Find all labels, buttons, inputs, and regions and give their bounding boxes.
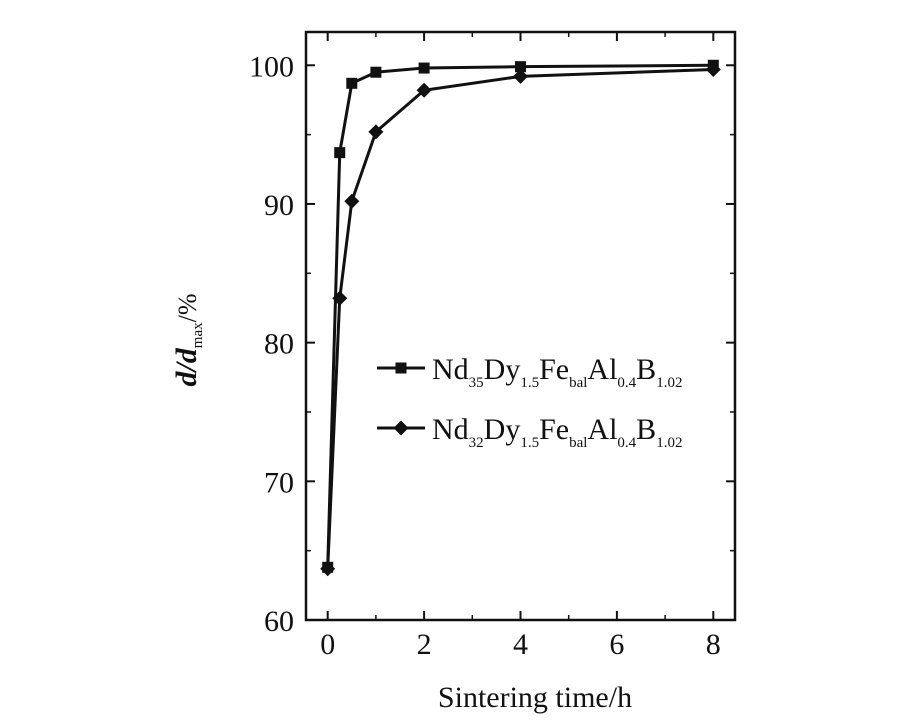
- x-tick-label-2: 4: [513, 628, 528, 661]
- x-tick-label-0: 0: [320, 628, 335, 661]
- legend-item-1: Nd32Dy1.5FebalAl0.4B1.02: [377, 413, 682, 451]
- series-line-0: [326, 63, 714, 568]
- x-tick-label-1: 2: [417, 628, 432, 661]
- y-axis-label: d/dmax/%: [170, 293, 206, 386]
- legend-marker-1: [393, 420, 409, 436]
- y-tick-label-1: 70: [264, 466, 294, 499]
- legend-label-1: Nd32Dy1.5FebalAl0.4B1.02: [432, 413, 682, 451]
- legend-label-0: Nd35Dy1.5FebalAl0.4B1.02: [432, 353, 682, 391]
- series-layer: [320, 59, 721, 577]
- data-point-1-6: [705, 61, 721, 77]
- plot-frame: [304, 30, 737, 622]
- y-tick-label-2: 80: [264, 328, 294, 361]
- legend-marker-0: [395, 362, 407, 374]
- data-point-1-0: [320, 561, 336, 577]
- x-tick-label-4: 8: [706, 628, 721, 661]
- data-point-0-1: [334, 147, 346, 159]
- svg-text:d/dmax/%: d/dmax/%: [170, 293, 206, 386]
- data-point-1-3: [368, 124, 384, 140]
- y-tick-label-3: 90: [264, 189, 294, 222]
- data-point-1-1: [332, 290, 348, 306]
- x-tick-label-3: 6: [609, 628, 624, 661]
- data-point-0-2: [346, 77, 358, 89]
- x-axis: 0 2 4 6 8: [320, 32, 721, 661]
- y-axis: 60 70 80 90 100: [249, 50, 735, 638]
- series-line-1: [326, 67, 714, 569]
- y-axis-label-main: d/d: [170, 347, 203, 386]
- data-point-0-4: [418, 62, 430, 74]
- y-axis-label-unit: /%: [173, 293, 202, 322]
- legend: Nd35Dy1.5FebalAl0.4B1.02 Nd32Dy1.5FebalAl…: [377, 353, 682, 451]
- legend-item-0: Nd35Dy1.5FebalAl0.4B1.02: [377, 353, 682, 391]
- y-axis-label-sub: max: [190, 322, 206, 348]
- x-axis-label: Sintering time/h: [438, 681, 632, 714]
- y-tick-label-0: 60: [264, 605, 294, 638]
- data-point-0-3: [370, 66, 382, 78]
- data-point-1-5: [513, 68, 528, 84]
- data-point-0-5: [515, 61, 526, 73]
- series-1: [320, 61, 721, 577]
- series-0: [322, 59, 719, 573]
- y-tick-label-4: 100: [249, 50, 294, 83]
- data-point-1-4: [416, 82, 432, 98]
- data-point-1-2: [344, 193, 360, 209]
